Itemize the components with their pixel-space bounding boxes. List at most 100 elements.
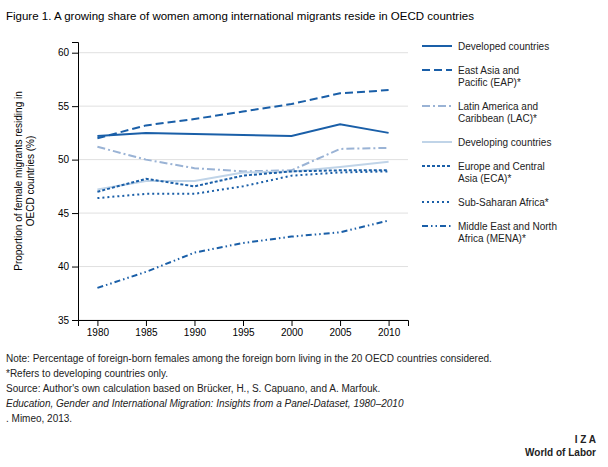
tick: 35 [58, 315, 78, 326]
tick-label: 2005 [329, 327, 352, 338]
axis-line [72, 43, 79, 321]
legend: Developed countries East Asia andPacific … [422, 41, 557, 244]
series-group [97, 90, 388, 288]
tick-mark [72, 320, 78, 321]
annotations: Note: Percentage of foreign-born females… [6, 353, 596, 458]
tick-mark [243, 320, 244, 326]
legend-label: East Asia andPacific (EAP)* [458, 65, 521, 88]
text-line: Africa (MENA)* [458, 233, 526, 244]
series-line [97, 171, 388, 198]
tick-label: 55 [58, 101, 70, 112]
tick-mark [194, 320, 195, 326]
tick-mark [72, 267, 78, 268]
legend-item: Latin America andCaribbean (LAC)* [422, 101, 538, 124]
grid-line [78, 106, 408, 107]
grid-line [78, 266, 408, 267]
grid-line [78, 159, 408, 160]
tick-mark [72, 160, 78, 161]
tick: 55 [58, 101, 78, 112]
tick: 1980 [87, 320, 110, 338]
text-line: Developed countries [458, 41, 549, 52]
legend-swatch [422, 69, 452, 71]
x-axis: 1980 1985 1990 1995 2000 2005 2010 [79, 320, 409, 338]
tick: 1990 [184, 320, 207, 338]
tick-label: 2010 [378, 327, 401, 338]
legend-swatch [422, 225, 452, 227]
text-line: Caribbean (LAC)* [458, 113, 537, 124]
legend-swatch [422, 45, 452, 47]
annotation: I Z A [575, 434, 596, 445]
legend-swatch [422, 165, 452, 167]
legend-item: East Asia andPacific (EAP)* [422, 65, 521, 88]
chart: Figure 1. A growing share of women among… [0, 0, 608, 467]
text-line: OECD countries (%) [25, 136, 36, 227]
grid-line [78, 213, 408, 214]
annotation: World of Labor [525, 447, 596, 458]
tick-label: 1990 [184, 327, 207, 338]
tick: 2000 [281, 320, 304, 338]
legend-item: Developed countries [422, 41, 549, 52]
tick-label: 60 [58, 47, 70, 58]
tick-mark [389, 320, 390, 326]
text-line: Developing countries [458, 137, 551, 148]
tick-label: 45 [58, 208, 70, 219]
text-line: Latin America and [458, 101, 538, 112]
tick: 45 [58, 208, 78, 219]
tick-mark [72, 213, 78, 214]
plot: 1980 1985 1990 1995 2000 2005 2010 35 40 45 50 55 60 [58, 43, 409, 339]
series-line [97, 147, 388, 172]
tick-label: 35 [58, 315, 70, 326]
legend-swatch [422, 201, 452, 203]
legend-label: Sub-Saharan Africa* [458, 197, 549, 208]
series-line [97, 90, 388, 138]
tick: 2010 [378, 320, 401, 338]
title: Figure 1. A growing share of women among… [6, 10, 474, 22]
tick-mark [72, 53, 78, 54]
tick-mark [97, 320, 98, 326]
tick: 40 [58, 261, 78, 272]
annotation: . Mimeo, 2013. [6, 413, 72, 424]
y-axis-title: Proportion of female migrants residing i… [13, 91, 36, 271]
annotation: Note: Percentage of foreign-born females… [6, 353, 492, 364]
legend-label: Latin America andCaribbean (LAC)* [458, 101, 538, 124]
tick-mark [292, 320, 293, 326]
grid [78, 53, 408, 320]
tick-label: 1995 [232, 327, 255, 338]
legend-label: Developing countries [458, 137, 551, 148]
series-line [97, 124, 388, 136]
tick: 1995 [232, 320, 255, 338]
tick-label: 40 [58, 261, 70, 272]
legend-label: Europe and CentralAsia (ECA)* [458, 161, 545, 184]
tick-label: 1985 [135, 327, 158, 338]
axis-line [79, 321, 409, 327]
tick: 60 [58, 47, 78, 58]
legend-item: Europe and CentralAsia (ECA)* [422, 161, 545, 184]
series-line [97, 170, 388, 191]
legend-label: Middle East and NorthAfrica (MENA)* [458, 221, 557, 244]
text-line: Asia (ECA)* [458, 173, 511, 184]
tick-label: 50 [58, 154, 70, 165]
legend-item: Middle East and NorthAfrica (MENA)* [422, 221, 557, 244]
tick: 1985 [135, 320, 158, 338]
legend-item: Developing countries [422, 137, 551, 148]
tick: 2005 [329, 320, 352, 338]
tick-mark [146, 320, 147, 326]
tick-mark [340, 320, 341, 326]
legend-swatch [422, 105, 452, 107]
annotation: Education, Gender and International Migr… [6, 398, 404, 409]
y-axis: 35 40 45 50 55 60 [58, 43, 79, 326]
text-line: Proportion of female migrants residing i… [13, 91, 24, 271]
tick-label: 2000 [281, 327, 304, 338]
legend-label: Developed countries [458, 41, 549, 52]
legend-item: Sub-Saharan Africa* [422, 197, 549, 208]
text-line: Middle East and North [458, 221, 557, 232]
tick: 50 [58, 154, 78, 165]
text-line: Pacific (EAP)* [458, 77, 521, 88]
tick-label: 1980 [87, 327, 110, 338]
tick-mark [72, 106, 78, 107]
annotation: Source: Author's own calculation based o… [6, 383, 380, 394]
text-line: East Asia and [458, 65, 519, 76]
series-line [97, 221, 388, 288]
legend-swatch [422, 141, 452, 143]
annotation: *Refers to developing countries only. [6, 368, 168, 379]
